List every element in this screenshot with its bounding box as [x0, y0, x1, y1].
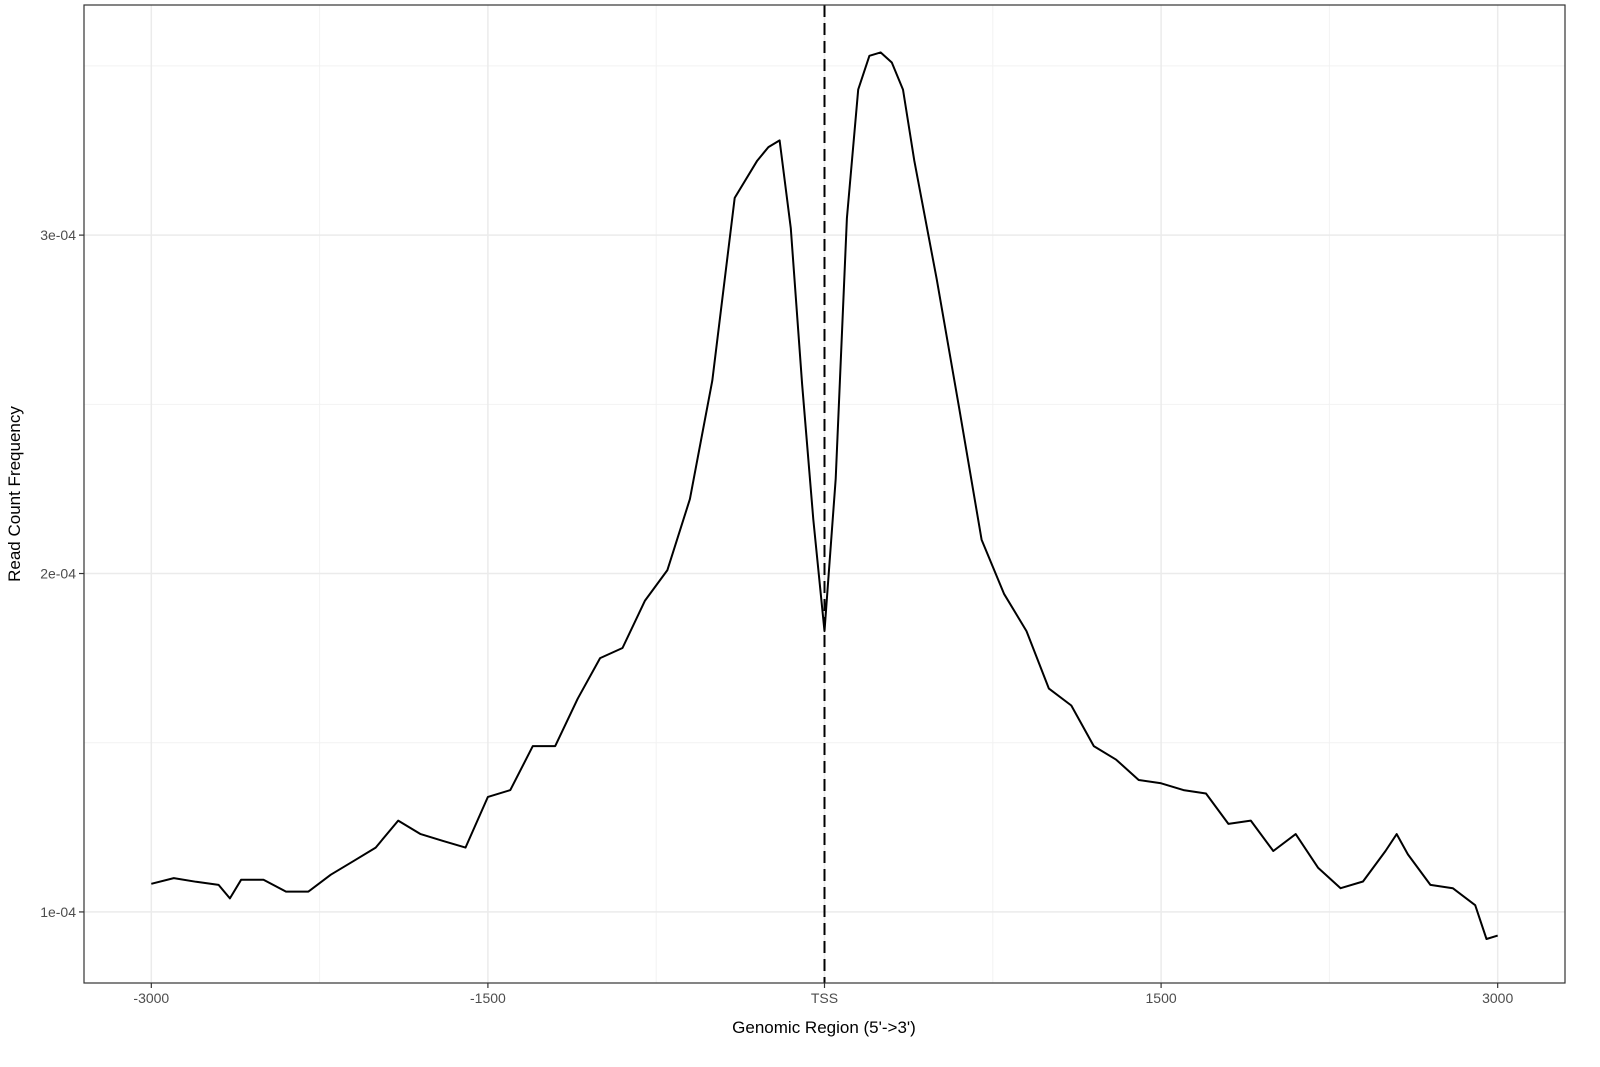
- x-tick-label: 1500: [1146, 990, 1177, 1006]
- y-axis-label: Read Count Frequency: [5, 406, 24, 582]
- y-tick-label: 2e-04: [40, 566, 76, 582]
- y-tick-label: 1e-04: [40, 904, 76, 920]
- x-tick-label: -1500: [470, 990, 506, 1006]
- y-tick-label: 3e-04: [40, 227, 76, 243]
- series: [151, 51, 1498, 940]
- x-axis-label: Genomic Region (5'->3'): [732, 1018, 916, 1037]
- x-tick-label: -3000: [133, 990, 169, 1006]
- x-tick-label: TSS: [811, 990, 838, 1006]
- read-frequency-line: [151, 51, 1498, 940]
- axes: -3000 -1500 TSS 1500 3000 1e-04 2e-04 3e-04: [40, 227, 1513, 1006]
- x-tick-label: 3000: [1482, 990, 1513, 1006]
